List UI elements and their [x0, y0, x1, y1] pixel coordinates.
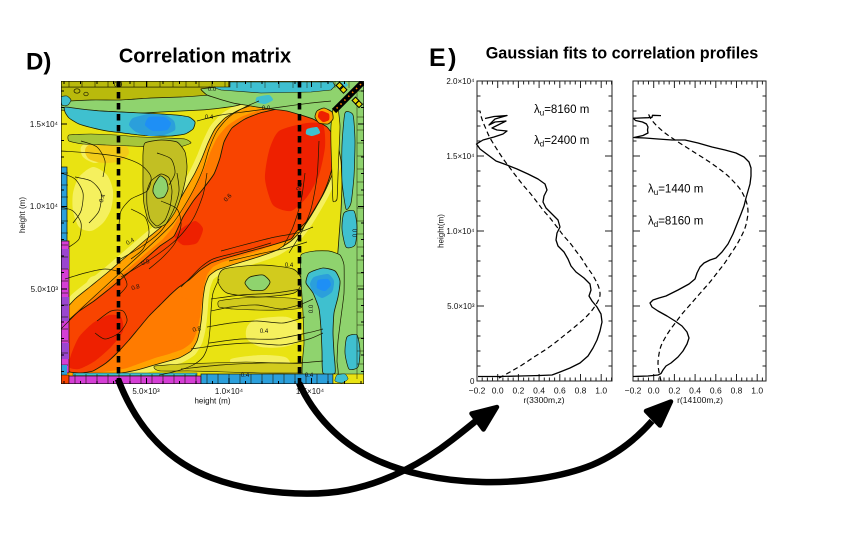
svg-text:1.5×10⁴: 1.5×10⁴ [296, 387, 325, 396]
svg-text:0.8: 0.8 [192, 326, 202, 333]
svg-text:0.4: 0.4 [689, 386, 701, 396]
svg-text:height (m): height (m) [194, 397, 230, 406]
svg-text:0.4: 0.4 [285, 263, 294, 269]
svg-text:0.2: 0.2 [668, 386, 680, 396]
svg-text:λd=2400 m: λd=2400 m [534, 135, 589, 149]
svg-text:D): D) [26, 49, 51, 76]
svg-text:0.0: 0.0 [262, 106, 271, 112]
svg-text:Gaussian fits to correlation p: Gaussian fits to correlation profiles [486, 45, 759, 63]
svg-text:0.4: 0.4 [241, 373, 250, 379]
svg-text:λu=1440 m: λu=1440 m [648, 184, 703, 198]
svg-text:5.0×10³: 5.0×10³ [132, 387, 160, 396]
svg-text:0.0: 0.0 [492, 386, 504, 396]
svg-text:2.0×10⁴: 2.0×10⁴ [446, 77, 475, 86]
svg-text:0.4: 0.4 [305, 373, 314, 379]
svg-text:1.0: 1.0 [595, 386, 607, 396]
svg-text:5.0×10³: 5.0×10³ [31, 285, 59, 294]
svg-text:0: 0 [470, 377, 475, 386]
svg-text:1.0×10⁴: 1.0×10⁴ [30, 202, 59, 211]
svg-text:1.0×10⁴: 1.0×10⁴ [215, 387, 244, 396]
svg-text:0.6: 0.6 [710, 386, 722, 396]
svg-text:0.6: 0.6 [554, 386, 566, 396]
svg-text:E): E) [429, 44, 459, 72]
svg-text:0.0: 0.0 [208, 87, 217, 93]
svg-text:1.5×10⁴: 1.5×10⁴ [30, 120, 59, 129]
svg-text:0.4: 0.4 [125, 237, 136, 247]
svg-text:height(m): height(m) [437, 214, 446, 248]
svg-text:0.8: 0.8 [731, 386, 743, 396]
svg-text:r(14100m,z): r(14100m,z) [677, 395, 723, 405]
svg-text:0.4: 0.4 [533, 386, 545, 396]
svg-text:Correlation matrix: Correlation matrix [119, 46, 291, 68]
svg-text:0.2: 0.2 [512, 386, 524, 396]
svg-text:−0.2: −0.2 [469, 386, 486, 396]
svg-text:r(3300m,z): r(3300m,z) [523, 395, 564, 405]
svg-text:0.0: 0.0 [353, 228, 359, 237]
svg-text:−0.2: −0.2 [625, 386, 642, 396]
svg-text:5.0×10³: 5.0×10³ [447, 302, 475, 311]
svg-text:0.4: 0.4 [260, 329, 269, 335]
svg-text:0.8: 0.8 [575, 386, 587, 396]
svg-text:1.0×10⁴: 1.0×10⁴ [446, 227, 475, 236]
svg-text:1.5×10⁴: 1.5×10⁴ [446, 152, 475, 161]
svg-text:0.0: 0.0 [309, 304, 315, 313]
svg-text:0.8: 0.8 [131, 284, 141, 292]
svg-text:λd=8160 m: λd=8160 m [648, 216, 703, 230]
svg-text:height (m): height (m) [18, 197, 27, 233]
svg-text:0.6: 0.6 [223, 193, 234, 204]
svg-text:0.4: 0.4 [205, 115, 214, 121]
svg-text:0.0: 0.0 [648, 386, 660, 396]
svg-text:0.8: 0.8 [141, 259, 152, 268]
svg-text:0.4: 0.4 [99, 193, 108, 204]
svg-text:λu=8160 m: λu=8160 m [534, 104, 589, 118]
svg-text:1.0: 1.0 [751, 386, 763, 396]
